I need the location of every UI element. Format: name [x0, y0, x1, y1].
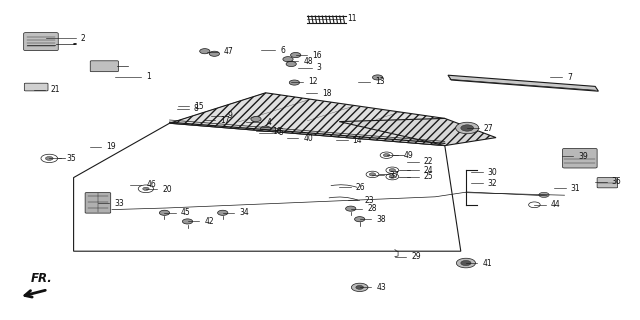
Text: 17: 17 [220, 116, 230, 124]
Circle shape [291, 52, 301, 58]
Circle shape [456, 122, 479, 134]
Text: 35: 35 [66, 154, 76, 163]
Text: 30: 30 [488, 168, 497, 177]
Circle shape [351, 283, 368, 292]
Text: 1: 1 [146, 72, 150, 81]
Text: 37: 37 [389, 171, 399, 180]
Text: 14: 14 [353, 136, 362, 145]
FancyArrowPatch shape [329, 197, 358, 200]
Text: 41: 41 [483, 259, 492, 268]
Text: 34: 34 [239, 208, 249, 217]
Text: 22: 22 [424, 157, 433, 166]
Circle shape [286, 61, 296, 67]
Circle shape [461, 260, 471, 266]
Circle shape [389, 175, 396, 178]
Text: 31: 31 [571, 184, 580, 193]
Circle shape [539, 192, 549, 197]
Text: 42: 42 [204, 217, 214, 226]
Polygon shape [170, 93, 445, 146]
Circle shape [218, 210, 228, 215]
Text: 46: 46 [147, 180, 156, 189]
FancyBboxPatch shape [563, 148, 597, 168]
Text: 27: 27 [484, 124, 493, 132]
Text: 6: 6 [280, 46, 285, 55]
Text: 10: 10 [273, 127, 282, 136]
Text: 39: 39 [579, 152, 588, 161]
Text: 33: 33 [115, 199, 124, 208]
Text: 29: 29 [412, 252, 421, 261]
Circle shape [283, 57, 293, 62]
Text: 36: 36 [612, 177, 621, 186]
Text: 23: 23 [364, 196, 374, 204]
Circle shape [456, 258, 476, 268]
Polygon shape [448, 75, 598, 91]
Circle shape [355, 217, 365, 222]
FancyBboxPatch shape [24, 83, 48, 91]
Circle shape [200, 49, 210, 54]
Text: 40: 40 [303, 134, 313, 143]
Text: 49: 49 [403, 151, 413, 160]
Circle shape [260, 126, 271, 131]
Circle shape [143, 187, 149, 190]
Text: 44: 44 [551, 200, 561, 209]
Text: 26: 26 [356, 183, 365, 192]
FancyArrowPatch shape [331, 185, 357, 187]
FancyBboxPatch shape [85, 193, 111, 213]
Circle shape [289, 80, 300, 85]
Circle shape [389, 169, 396, 172]
Text: 15: 15 [194, 102, 204, 111]
Circle shape [209, 51, 220, 56]
Text: 47: 47 [223, 47, 233, 56]
Circle shape [251, 116, 261, 122]
Text: 45: 45 [181, 208, 191, 217]
Text: 32: 32 [488, 179, 497, 188]
Text: 7: 7 [567, 73, 572, 82]
Text: 20: 20 [163, 185, 172, 194]
Circle shape [369, 173, 376, 176]
Circle shape [159, 210, 170, 215]
Text: FR.: FR. [31, 272, 52, 285]
Circle shape [461, 125, 474, 131]
Text: 25: 25 [424, 172, 433, 181]
Circle shape [182, 219, 193, 224]
Text: 13: 13 [375, 77, 385, 86]
Text: 12: 12 [308, 77, 317, 86]
Text: 4: 4 [266, 118, 271, 127]
Text: 2: 2 [81, 34, 85, 43]
Text: 21: 21 [51, 85, 60, 94]
FancyBboxPatch shape [24, 33, 58, 51]
Text: 8: 8 [194, 104, 198, 113]
FancyBboxPatch shape [90, 61, 118, 72]
Polygon shape [339, 118, 496, 146]
Text: 3: 3 [317, 63, 322, 72]
Text: 5: 5 [278, 128, 284, 137]
Text: 18: 18 [323, 89, 332, 98]
Circle shape [45, 156, 53, 160]
Circle shape [346, 206, 356, 211]
Circle shape [383, 154, 390, 157]
Text: 9: 9 [228, 111, 233, 120]
FancyBboxPatch shape [597, 178, 618, 188]
Text: 38: 38 [376, 215, 386, 224]
Circle shape [356, 285, 364, 289]
Text: 19: 19 [106, 142, 116, 151]
Text: 16: 16 [312, 51, 322, 60]
Text: 28: 28 [367, 204, 377, 213]
Text: 11: 11 [348, 14, 357, 23]
Text: 48: 48 [303, 57, 313, 66]
Text: 43: 43 [376, 283, 386, 292]
Text: 24: 24 [424, 166, 433, 175]
Circle shape [372, 75, 383, 80]
